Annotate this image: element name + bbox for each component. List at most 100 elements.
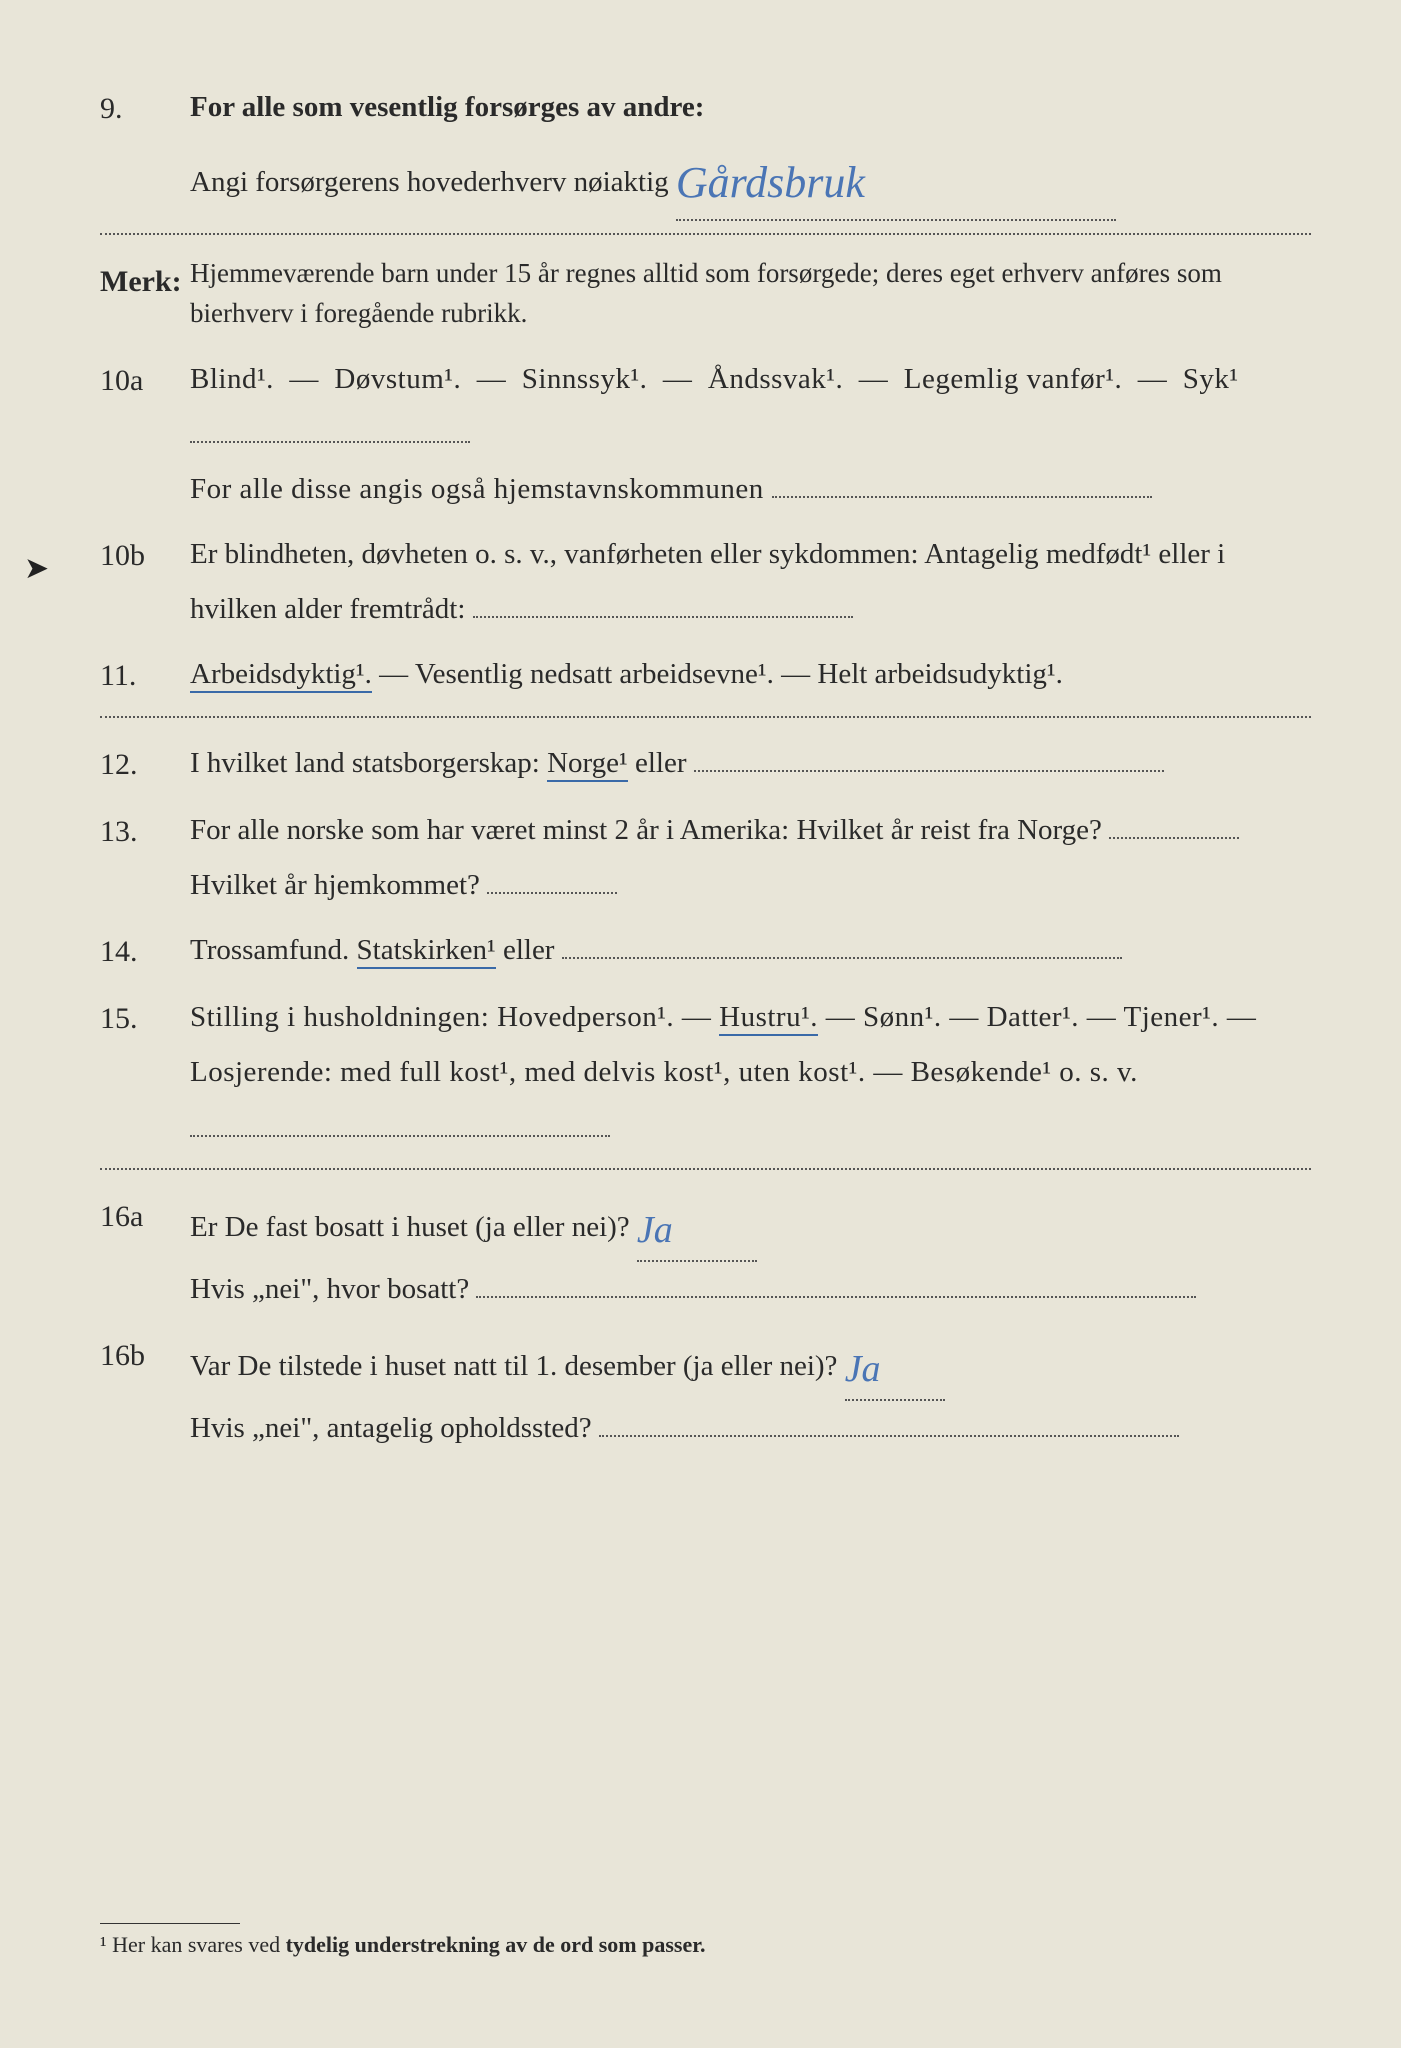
margin-arrow-icon: ➤: [24, 540, 49, 597]
census-form-page: 9. For alle som vesentlig forsørges av a…: [100, 80, 1311, 1456]
opt-sonn[interactable]: Sønn¹.: [863, 1001, 942, 1033]
opt-vanfor[interactable]: Legemlig vanfør¹.: [904, 363, 1123, 395]
opt-besokende[interactable]: Besøkende¹ o. s. v.: [911, 1056, 1138, 1088]
footnote: ¹ Her kan svares ved tydelig understrekn…: [100, 1923, 706, 1958]
q16b-line2: Hvis „nei", antagelig opholdssted?: [190, 1401, 1311, 1456]
q9-label: Angi forsørgerens hovederhverv nøiaktig: [190, 166, 669, 198]
question-9: 9. For alle som vesentlig forsørges av a…: [100, 80, 1311, 221]
sep: —: [826, 1001, 863, 1033]
opt-andssvak[interactable]: Åndssvak¹.: [708, 363, 843, 395]
q10a-line2-text: For alle disse angis også hjemstavnskomm…: [190, 473, 764, 505]
q16b-answer-field[interactable]: Ja: [845, 1327, 945, 1401]
sep: —: [682, 1001, 719, 1033]
sep: —: [1087, 1001, 1124, 1033]
opt-nedsatt[interactable]: Vesentlig nedsatt arbeidsevne¹.: [415, 658, 774, 690]
q14-post: eller: [503, 934, 555, 966]
q9-body: For alle som vesentlig forsørges av andr…: [190, 80, 1311, 221]
opt-datter[interactable]: Datter¹.: [987, 1001, 1079, 1033]
q9-number: 9.: [100, 80, 190, 221]
q11-number: 11.: [100, 647, 190, 704]
q16b-number: 16b: [100, 1327, 190, 1456]
q11-body: Arbeidsdyktig¹. — Vesentlig nedsatt arbe…: [190, 647, 1311, 704]
q10b-body: Er blindheten, døvheten o. s. v., vanfør…: [190, 527, 1311, 637]
question-10a: 10a Blind¹. — Døvstum¹. — Sinnssyk¹. — Å…: [100, 352, 1311, 517]
q10b-text: Er blindheten, døvheten o. s. v., vanfør…: [190, 538, 1225, 625]
q9-line2: Angi forsørgerens hovederhverv nøiaktig …: [190, 135, 1311, 221]
q13-body: For alle norske som har været minst 2 år…: [190, 803, 1311, 913]
merk-label: Merk:: [100, 253, 190, 334]
sep: —: [949, 1001, 986, 1033]
q14-field[interactable]: [562, 957, 1122, 959]
q10a-options: Blind¹. — Døvstum¹. — Sinnssyk¹. — Åndss…: [190, 352, 1311, 462]
opt-losjerende[interactable]: Losjerende: med full kost¹, med delvis k…: [190, 1056, 866, 1088]
q14-label: Trossamfund.: [190, 934, 357, 966]
opt-dovstum[interactable]: Døvstum¹.: [334, 363, 461, 395]
question-14: 14. Trossamfund. Statskirken¹ eller: [100, 923, 1311, 980]
q16a-question: Er De fast bosatt i huset (ja eller nei)…: [190, 1211, 630, 1243]
sep: —: [1227, 1001, 1257, 1033]
q12-post: eller: [635, 747, 687, 779]
q9-answer: Gårdsbruk: [676, 141, 865, 225]
q16b-body: Var De tilstede i huset natt til 1. dese…: [190, 1327, 1311, 1456]
question-12: 12. I hvilket land statsborgerskap: Norg…: [100, 736, 1311, 793]
footnote-rule: [100, 1923, 240, 1924]
q10a-fill[interactable]: [190, 441, 470, 443]
opt-udyktig[interactable]: Helt arbeidsudyktig¹.: [817, 658, 1062, 690]
opt-blind[interactable]: Blind¹.: [190, 363, 274, 395]
q10a-number: 10a: [100, 352, 190, 517]
opt-arbeidsdyktig[interactable]: Arbeidsdyktig¹.: [190, 658, 372, 693]
q15-number: 15.: [100, 990, 190, 1155]
q10b-number: 10b: [100, 527, 190, 637]
q15-body: Stilling i husholdningen: Hovedperson¹. …: [190, 990, 1311, 1155]
opt-norge[interactable]: Norge¹: [547, 747, 628, 782]
q9-answer-field[interactable]: Gårdsbruk: [676, 135, 1116, 221]
q13-year1-field[interactable]: [1109, 837, 1239, 839]
opt-statskirken[interactable]: Statskirken¹: [357, 934, 496, 969]
q16b-question: Var De tilstede i huset natt til 1. dese…: [190, 1350, 837, 1382]
question-10b: 10b Er blindheten, døvheten o. s. v., va…: [100, 527, 1311, 637]
q16b-line1: Var De tilstede i huset natt til 1. dese…: [190, 1327, 1311, 1401]
q16b-sub: Hvis „nei", antagelig opholdssted?: [190, 1412, 592, 1444]
q14-number: 14.: [100, 923, 190, 980]
q16a-line1: Er De fast bosatt i huset (ja eller nei)…: [190, 1188, 1311, 1262]
divider: [100, 1168, 1311, 1170]
divider: [100, 233, 1311, 235]
opt-tjener[interactable]: Tjener¹.: [1124, 1001, 1220, 1033]
q12-pre: I hvilket land statsborgerskap:: [190, 747, 547, 779]
q10a-line2: For alle disse angis også hjemstavnskomm…: [190, 462, 1311, 517]
footnote-marker: ¹: [100, 1932, 107, 1957]
q13-year2-field[interactable]: [487, 892, 617, 894]
opt-hustru[interactable]: Hustru¹.: [719, 1001, 818, 1036]
merk-note: Merk: Hjemmeværende barn under 15 år reg…: [100, 253, 1311, 334]
q9-line1: For alle som vesentlig forsørges av andr…: [190, 80, 1311, 135]
q16a-answer-field[interactable]: Ja: [637, 1188, 757, 1262]
question-16a: 16a Er De fast bosatt i huset (ja eller …: [100, 1188, 1311, 1317]
q15-lead: Stilling i husholdningen:: [190, 1001, 497, 1033]
sep: —: [781, 658, 817, 690]
q16a-number: 16a: [100, 1188, 190, 1317]
q12-field[interactable]: [694, 770, 1164, 772]
q12-number: 12.: [100, 736, 190, 793]
opt-hovedperson[interactable]: Hovedperson¹.: [497, 1001, 674, 1033]
q16a-answer: Ja: [637, 1194, 673, 1266]
q15-field[interactable]: [190, 1135, 610, 1137]
q14-body: Trossamfund. Statskirken¹ eller: [190, 923, 1311, 980]
q16a-body: Er De fast bosatt i huset (ja eller nei)…: [190, 1188, 1311, 1317]
q10a-body: Blind¹. — Døvstum¹. — Sinnssyk¹. — Åndss…: [190, 352, 1311, 517]
question-13: 13. For alle norske som har været minst …: [100, 803, 1311, 913]
q16b-answer: Ja: [845, 1333, 881, 1405]
q16a-sub-field[interactable]: [476, 1296, 1196, 1298]
q10b-field[interactable]: [473, 616, 853, 618]
question-11: 11. Arbeidsdyktig¹. — Vesentlig nedsatt …: [100, 647, 1311, 704]
sep: —: [873, 1056, 910, 1088]
q16a-sub: Hvis „nei", hvor bosatt?: [190, 1273, 469, 1305]
opt-syk[interactable]: Syk¹: [1183, 363, 1239, 395]
divider: [100, 716, 1311, 718]
q10a-kommune-field[interactable]: [772, 496, 1152, 498]
opt-sinnssyk[interactable]: Sinnssyk¹.: [522, 363, 648, 395]
q16b-sub-field[interactable]: [599, 1435, 1179, 1437]
q13-number: 13.: [100, 803, 190, 913]
question-16b: 16b Var De tilstede i huset natt til 1. …: [100, 1327, 1311, 1456]
q13-text1: For alle norske som har været minst 2 år…: [190, 814, 1102, 846]
footnote-text: Her kan svares ved tydelig understreknin…: [112, 1932, 705, 1957]
